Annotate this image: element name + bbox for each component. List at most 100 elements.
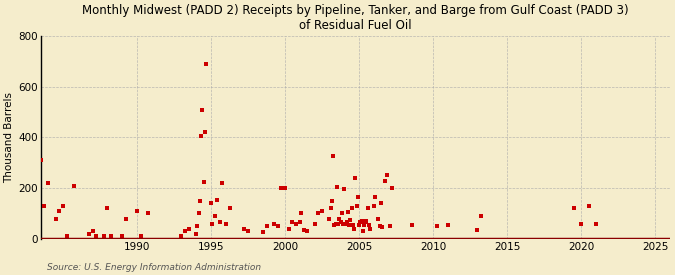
Point <box>476 214 487 218</box>
Point <box>336 211 347 216</box>
Point <box>242 229 253 233</box>
Point <box>197 108 208 112</box>
Point <box>342 220 352 224</box>
Point <box>302 229 313 233</box>
Point <box>331 185 342 189</box>
Point <box>350 176 360 180</box>
Point <box>329 223 340 227</box>
Point <box>32 172 43 176</box>
Point <box>294 220 305 224</box>
Point <box>313 211 324 216</box>
Point <box>287 220 298 224</box>
Point <box>333 221 344 226</box>
Text: Source: U.S. Energy Information Administration: Source: U.S. Energy Information Administ… <box>47 263 261 272</box>
Point <box>272 224 283 228</box>
Point <box>50 216 61 221</box>
Point <box>298 228 309 232</box>
Point <box>330 221 341 226</box>
Point <box>57 204 68 208</box>
Point <box>191 232 202 236</box>
Point <box>87 229 98 233</box>
Point <box>377 225 388 230</box>
Point <box>325 206 336 211</box>
Point <box>372 216 383 221</box>
Point <box>194 199 205 203</box>
Point <box>206 201 217 205</box>
Point <box>276 186 287 190</box>
Title: Monthly Midwest (PADD 2) Receipts by Pipeline, Tanker, and Barge from Gulf Coast: Monthly Midwest (PADD 2) Receipts by Pip… <box>82 4 628 32</box>
Point <box>43 181 53 185</box>
Point <box>207 221 217 226</box>
Point <box>54 209 65 213</box>
Point <box>360 220 371 224</box>
Point <box>385 224 396 228</box>
Point <box>132 209 142 213</box>
Point <box>370 195 381 199</box>
Point <box>69 183 80 188</box>
Point <box>193 211 204 216</box>
Point <box>335 220 346 224</box>
Point <box>338 221 348 226</box>
Point <box>431 224 442 228</box>
Point <box>284 227 294 231</box>
Point <box>35 158 46 163</box>
Point <box>261 224 272 228</box>
Point <box>99 234 109 238</box>
Point <box>327 199 338 203</box>
Point <box>142 211 153 216</box>
Point <box>184 227 194 231</box>
Point <box>180 229 190 233</box>
Point <box>102 206 113 211</box>
Point <box>212 197 223 202</box>
Point <box>328 154 339 159</box>
Point <box>217 181 227 185</box>
Point <box>376 201 387 205</box>
Point <box>352 195 363 199</box>
Point <box>84 232 95 236</box>
Point <box>200 62 211 66</box>
Point <box>406 223 417 227</box>
Point <box>348 223 358 227</box>
Point <box>291 221 302 226</box>
Point <box>382 173 393 178</box>
Point <box>192 224 202 228</box>
Point <box>346 206 357 211</box>
Point <box>355 220 366 224</box>
Point <box>356 219 367 223</box>
Point <box>361 219 372 223</box>
Point <box>591 221 601 226</box>
Point <box>345 218 356 222</box>
Point <box>364 223 375 227</box>
Point <box>120 216 131 221</box>
Point <box>344 223 354 227</box>
Point <box>387 186 398 190</box>
Point <box>209 214 220 218</box>
Point <box>364 227 375 231</box>
Point <box>39 204 50 208</box>
Point <box>317 209 327 213</box>
Point <box>279 186 290 190</box>
Point <box>568 206 579 211</box>
Point <box>583 204 594 208</box>
Point <box>349 227 360 231</box>
Point <box>358 223 369 227</box>
Point <box>224 206 235 211</box>
Point <box>340 221 351 226</box>
Point <box>334 216 345 221</box>
Point <box>351 204 362 208</box>
Point <box>354 223 364 227</box>
Point <box>309 221 320 226</box>
Point <box>257 230 268 235</box>
Point <box>91 234 102 238</box>
Point <box>199 130 210 134</box>
Point <box>196 134 207 138</box>
Point <box>221 221 232 226</box>
Point <box>239 227 250 231</box>
Point <box>339 187 350 192</box>
Point <box>342 210 353 214</box>
Point <box>214 220 225 224</box>
Point <box>379 178 390 183</box>
Point <box>61 234 72 238</box>
Point <box>117 234 128 238</box>
Point <box>198 180 209 184</box>
